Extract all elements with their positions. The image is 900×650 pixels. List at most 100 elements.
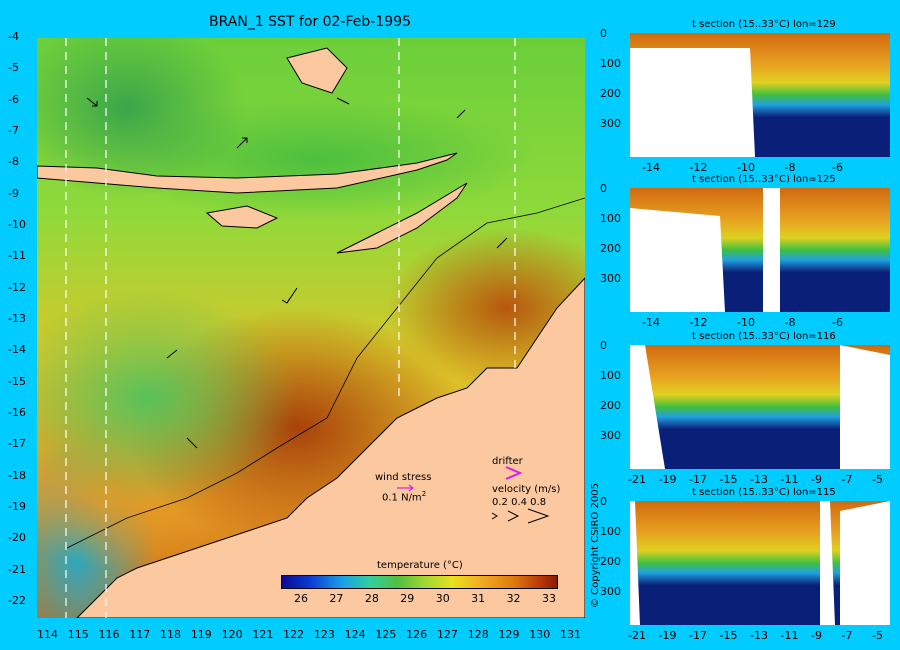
section-depth-tick: 0: [600, 495, 607, 508]
lat-tick-label: -15: [8, 374, 26, 388]
section-lat-tick: -14: [642, 316, 660, 329]
lon-tick-label: 131: [560, 628, 581, 641]
lat-tick-label: -18: [8, 468, 26, 482]
colorbar-tick-label: 29: [400, 592, 415, 605]
colorbar-tick-label: 31: [471, 592, 486, 605]
velocity-values: 0.2 0.4 0.8: [492, 497, 547, 508]
lat-tick-label: -16: [8, 406, 26, 419]
lat-tick-label: -6: [8, 92, 19, 106]
wind-stress-arrow-icon: [397, 484, 414, 492]
page-title: BRAN_1 SST for 02-Feb-1995: [209, 14, 411, 30]
lat-tick-label: -22: [8, 594, 26, 607]
velocity-label: velocity (m/s): [492, 484, 561, 495]
section-lat-tick: -13: [750, 629, 768, 642]
lon-tick-label: 123: [313, 628, 335, 641]
lon-tick-label: 125: [375, 628, 397, 641]
lon-tick-label: 121: [252, 628, 274, 641]
wind-arrows: [86, 97, 508, 449]
lon-tick-label: 124: [344, 628, 366, 641]
section-depth-tick: 300: [600, 117, 621, 130]
timor-island: [336, 182, 468, 254]
wind-stress-value: 0.1 N/m2: [382, 490, 426, 503]
section-title: t section (15..33°C) lon=115: [692, 487, 836, 498]
section-lat-tick: -14: [642, 161, 660, 174]
section-lat-tick: -10: [737, 316, 755, 329]
lat-tick-label: -9: [8, 186, 19, 200]
sst-map[interactable]: [37, 38, 585, 618]
colorbar-tick-label: 28: [364, 592, 379, 605]
temperature-colorbar: [281, 575, 558, 589]
section-title: t section (15..33°C) lon=125: [692, 174, 836, 185]
section-lat-tick: -17: [689, 629, 707, 642]
lon-tick-label: 130: [529, 628, 551, 641]
lon-tick-label: 122: [283, 628, 305, 641]
island-chain: [37, 152, 458, 194]
lon-tick-label: 116: [98, 628, 120, 641]
section-lat-tick: -12: [689, 316, 708, 329]
section-depth-tick: 300: [600, 429, 621, 442]
section-depth-tick: 0: [600, 339, 607, 352]
wind-stress-exp: 2: [421, 490, 427, 498]
section-depth-tick: 100: [600, 369, 621, 382]
section-depth-tick: 100: [600, 525, 621, 538]
lat-tick-label: -4: [8, 30, 19, 43]
lon-tick-label: 129: [498, 628, 520, 641]
lon-tick-label: 127: [436, 628, 458, 641]
velocity-arrows-icon: [491, 508, 550, 524]
section-lat-tick: -19: [658, 629, 677, 642]
section-depth-tick: 200: [600, 242, 621, 255]
lat-tick-label: -8: [8, 155, 19, 169]
colorbar-title: temperature (°C): [377, 560, 463, 571]
lon-tick-label: 126: [406, 628, 428, 641]
section-panel[interactable]: [630, 501, 890, 625]
section-panel[interactable]: [630, 188, 890, 312]
section-plot: [630, 188, 890, 312]
section-depth-tick: 100: [600, 57, 621, 70]
section-lat-tick: -21: [628, 629, 646, 642]
map-overlay: [37, 38, 585, 618]
lon-tick-label: 118: [160, 628, 182, 641]
lat-tick-label: -11: [8, 249, 26, 263]
lat-tick-label: -12: [8, 280, 26, 294]
section-lat-tick: -7: [841, 473, 853, 486]
lat-tick-label: -5: [8, 61, 19, 75]
section-lat-tick: -6: [832, 316, 843, 329]
section-title: t section (15..33°C) lon=129: [692, 19, 836, 30]
lat-tick-label: -19: [8, 500, 26, 513]
section-panel[interactable]: [630, 345, 890, 469]
lat-tick-label: -21: [8, 562, 26, 576]
section-lat-tick: -5: [872, 629, 883, 642]
lat-tick-label: -20: [8, 531, 26, 545]
section-depth-tick: 200: [600, 87, 621, 100]
colorbar-tick-label: 27: [329, 592, 344, 605]
wind-stress-label: wind stress: [375, 472, 432, 483]
lat-tick-label: -14: [8, 343, 26, 357]
lat-tick-label: -10: [8, 218, 26, 231]
section-lat-tick: -7: [841, 629, 853, 642]
lon-tick-label: 117: [129, 628, 151, 641]
section-plot: [630, 345, 890, 469]
section-panel[interactable]: [630, 33, 890, 157]
section-lat-tick: -12: [689, 161, 708, 174]
section-lat-tick: -15: [719, 473, 738, 486]
section-depth-tick: 200: [600, 555, 621, 568]
lat-tick-label: -7: [8, 124, 19, 137]
lon-tick-label: 114: [37, 628, 58, 641]
colorbar-tick-label: 26: [294, 592, 308, 605]
section-lat-tick: -9: [811, 629, 822, 642]
section-lat-tick: -17: [689, 473, 707, 486]
shelf-contour: [66, 197, 585, 549]
drifter-label: drifter: [492, 456, 523, 467]
lon-tick-label: 115: [67, 628, 89, 641]
section-depth-tick: 0: [600, 27, 607, 40]
sumba-island: [205, 205, 279, 229]
section-lat-tick: -9: [811, 473, 822, 486]
lat-tick-label: -13: [8, 312, 26, 325]
section-plot: [630, 33, 890, 157]
section-plot: [630, 501, 890, 625]
section-lat-tick: -8: [784, 316, 796, 329]
australia-land: [76, 277, 585, 618]
colorbar-tick-label: 32: [506, 592, 521, 605]
section-lat-tick: -13: [750, 473, 768, 486]
section-depth-tick: 300: [600, 585, 621, 598]
